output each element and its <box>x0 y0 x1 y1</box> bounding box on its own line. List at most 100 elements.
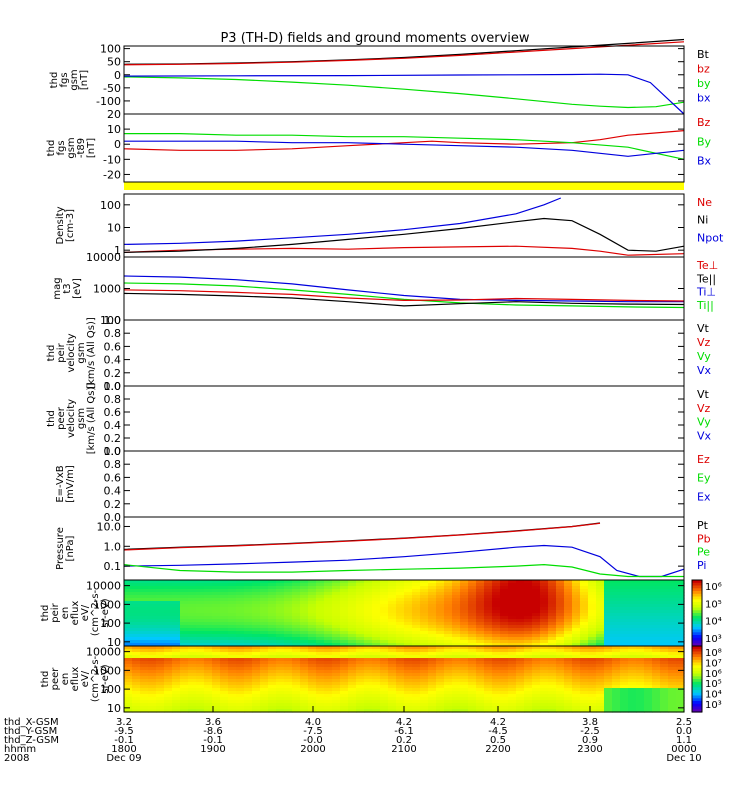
heatmap-cell <box>212 595 221 599</box>
heatmap-cell <box>500 628 509 632</box>
heatmap-cell <box>436 709 445 713</box>
heatmap-cell <box>268 655 277 659</box>
heatmap-cell <box>580 586 589 590</box>
heatmap-cell <box>580 628 589 632</box>
heatmap-cell <box>172 697 181 701</box>
heatmap-cell <box>660 676 669 680</box>
heatmap-cell <box>644 688 653 692</box>
heatmap-cell <box>612 664 621 668</box>
heatmap-cell <box>356 592 365 596</box>
heatmap-cell <box>524 697 533 701</box>
heatmap-cell <box>468 706 477 710</box>
heatmap-cell <box>540 679 549 683</box>
heatmap-cell <box>668 655 677 659</box>
heatmap-cell <box>652 625 661 629</box>
heatmap-cell <box>308 667 317 671</box>
heatmap-cell <box>636 643 645 647</box>
heatmap-cell <box>436 679 445 683</box>
heatmap-cell <box>412 646 421 650</box>
heatmap-cell <box>412 679 421 683</box>
heatmap-cell <box>540 655 549 659</box>
heatmap-cell <box>164 652 173 656</box>
heatmap-cell <box>132 688 141 692</box>
heatmap-cell <box>492 694 501 698</box>
heatmap-cell <box>228 664 237 668</box>
heatmap-cell <box>420 631 429 635</box>
heatmap-cell <box>468 664 477 668</box>
heatmap-cell <box>644 598 653 602</box>
heatmap-cell <box>204 664 213 668</box>
series-line-Bz <box>123 130 685 151</box>
heatmap-cell <box>324 664 333 668</box>
heatmap-cell <box>628 646 637 650</box>
heatmap-cell <box>404 670 413 674</box>
heatmap-cell <box>348 655 357 659</box>
heatmap-cell <box>124 643 133 647</box>
heatmap-cell <box>468 613 477 617</box>
heatmap-cell <box>484 598 493 602</box>
heatmap-cell <box>212 601 221 605</box>
heatmap-cell <box>492 709 501 713</box>
heatmap-cell <box>460 652 469 656</box>
heatmap-cell <box>540 700 549 704</box>
heatmap-cell <box>140 655 149 659</box>
heatmap-cell <box>572 643 581 647</box>
heatmap-cell <box>396 655 405 659</box>
heatmap-cell <box>628 643 637 647</box>
heatmap-cell <box>124 664 133 668</box>
heatmap-cell <box>252 658 261 662</box>
heatmap-cell <box>340 661 349 665</box>
heatmap-cell <box>428 658 437 662</box>
heatmap-cell <box>460 694 469 698</box>
heatmap-cell <box>468 691 477 695</box>
heatmap-cell <box>564 697 573 701</box>
heatmap-cell <box>172 598 181 602</box>
heatmap-cell <box>380 631 389 635</box>
heatmap-cell <box>404 622 413 626</box>
heatmap-cell <box>676 604 685 608</box>
heatmap-cell <box>668 580 677 584</box>
heatmap-cell <box>180 634 189 638</box>
y-tick-label: -10 <box>103 153 121 166</box>
heatmap-cell <box>228 637 237 641</box>
heatmap-cell <box>532 697 541 701</box>
heatmap-cell <box>556 613 565 617</box>
heatmap-cell <box>460 586 469 590</box>
heatmap-cell <box>492 652 501 656</box>
heatmap-cell <box>188 685 197 689</box>
colorbar-cell <box>692 615 702 620</box>
heatmap-cell <box>372 694 381 698</box>
legend-label-Pe: Pe <box>697 546 710 559</box>
heatmap-cell <box>492 586 501 590</box>
heatmap-cell <box>212 664 221 668</box>
legend-label-Ti⊥: Ti⊥ <box>696 286 716 299</box>
heatmap-cell <box>268 667 277 671</box>
heatmap-cell <box>316 664 325 668</box>
heatmap-cell <box>380 634 389 638</box>
heatmap-cell <box>508 637 517 641</box>
colorbar-cell <box>692 670 702 675</box>
heatmap-cell <box>308 583 317 587</box>
heatmap-cell <box>572 607 581 611</box>
heatmap-cell <box>204 700 213 704</box>
heatmap-cell <box>324 676 333 680</box>
heatmap-cell <box>444 661 453 665</box>
heatmap-cell <box>164 607 173 611</box>
heatmap-cell <box>364 601 373 605</box>
heatmap-cell <box>196 664 205 668</box>
heatmap-cell <box>556 667 565 671</box>
heatmap-cell <box>284 589 293 593</box>
heatmap-cell <box>284 628 293 632</box>
heatmap-cell <box>604 637 613 641</box>
heatmap-cell <box>388 595 397 599</box>
heatmap-cell <box>444 601 453 605</box>
series-line-Ne <box>123 245 685 256</box>
heatmap-cell <box>316 658 325 662</box>
heatmap-cell <box>204 640 213 644</box>
heatmap-cell <box>140 640 149 644</box>
heatmap-cell <box>260 655 269 659</box>
heatmap-cell <box>268 709 277 713</box>
heatmap-cell <box>468 679 477 683</box>
heatmap-cell <box>396 580 405 584</box>
heatmap-cell <box>476 691 485 695</box>
